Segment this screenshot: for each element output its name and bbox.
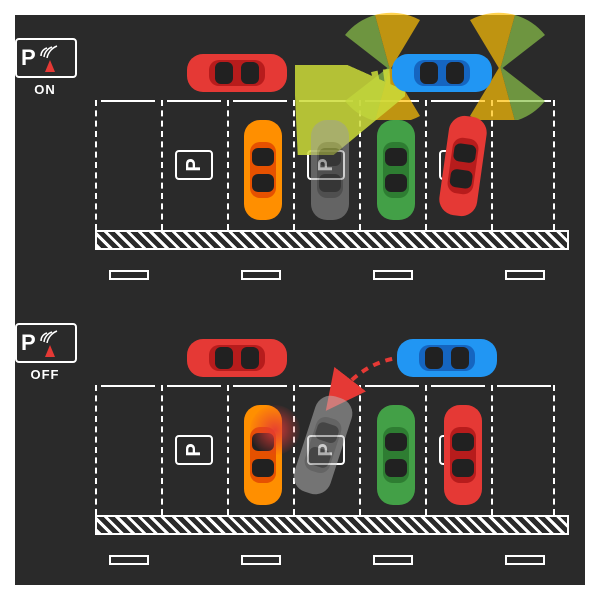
slot: P <box>161 385 227 515</box>
curb-hatch <box>95 515 569 535</box>
cone-icon <box>45 60 55 72</box>
scene-on: P ON P P P <box>15 30 585 270</box>
car-red-source <box>185 335 289 381</box>
slot <box>491 385 557 515</box>
scene-off: P OFF P P P <box>15 315 585 555</box>
badge-p-letter: P <box>21 332 36 354</box>
slot <box>95 100 161 230</box>
badge-off-label: OFF <box>15 367 75 382</box>
car-red-parked <box>440 403 486 507</box>
slot <box>491 100 557 230</box>
parking-sensor-icon: P <box>15 323 77 363</box>
car-green-parked <box>373 403 419 507</box>
slot <box>95 385 161 515</box>
sound-waves-icon <box>39 44 59 58</box>
badge-off: P OFF <box>15 323 75 382</box>
car-orange-parked <box>240 118 286 222</box>
cone-icon <box>45 345 55 357</box>
car-red-source <box>185 50 289 96</box>
p-sign: P <box>175 150 213 180</box>
curb-hatch <box>95 230 569 250</box>
p-sign: P <box>175 435 213 465</box>
parking-sensor-icon: P <box>15 38 77 78</box>
badge-on-label: ON <box>15 82 75 97</box>
car-blue-active <box>390 50 494 96</box>
sound-waves-icon <box>39 329 59 343</box>
car-blue-source <box>395 335 499 381</box>
parking-lot-on: P P P <box>95 30 565 260</box>
diagram-canvas: P ON P P P <box>15 15 585 585</box>
slot: P <box>161 100 227 230</box>
parking-lot-off: P P P <box>95 315 565 545</box>
car-orange-parked <box>240 403 286 507</box>
badge-on: P ON <box>15 38 75 97</box>
car-gray-ghost <box>307 118 353 222</box>
badge-p-letter: P <box>21 47 36 69</box>
car-green-parked <box>373 118 419 222</box>
